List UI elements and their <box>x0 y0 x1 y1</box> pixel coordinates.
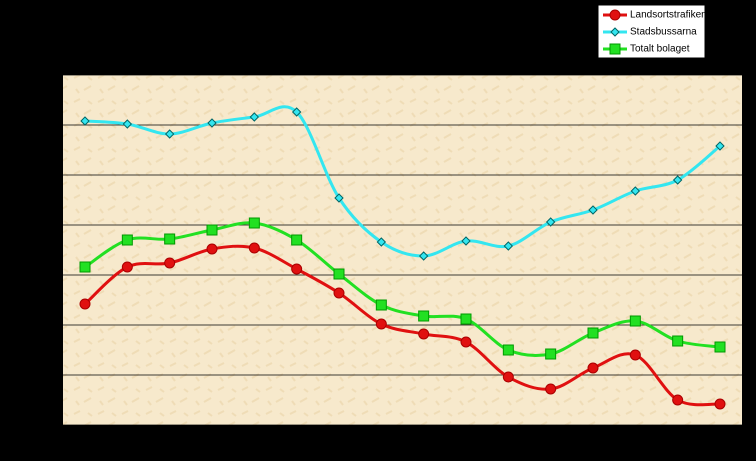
point <box>587 362 599 374</box>
legend-label: Stadsbussarna <box>630 27 697 38</box>
point <box>333 287 345 299</box>
point <box>376 237 387 247</box>
point <box>248 217 260 229</box>
legend-label: Totalt bolaget <box>630 44 690 55</box>
point <box>207 118 217 128</box>
point <box>502 344 514 356</box>
point <box>291 263 303 275</box>
point <box>545 383 557 395</box>
point <box>206 224 218 236</box>
point <box>375 318 387 330</box>
point <box>375 299 387 311</box>
point <box>291 107 302 117</box>
point <box>545 217 556 227</box>
point <box>79 298 91 310</box>
point <box>418 251 429 261</box>
point <box>672 394 684 406</box>
point <box>609 9 621 21</box>
point <box>715 141 725 151</box>
point <box>610 27 620 37</box>
point <box>418 310 430 322</box>
series <box>79 242 726 410</box>
point <box>672 175 683 185</box>
plot-area <box>63 75 742 425</box>
legend-label: Landsortstrafiken <box>630 10 707 21</box>
line <box>84 221 721 358</box>
point <box>545 348 557 360</box>
point <box>630 186 641 196</box>
point <box>460 313 472 325</box>
point <box>609 43 621 55</box>
point <box>164 233 176 245</box>
series <box>79 217 726 360</box>
point <box>121 261 133 273</box>
point <box>291 234 303 246</box>
line <box>84 105 721 258</box>
point <box>502 371 514 383</box>
point <box>79 261 91 273</box>
point <box>629 315 641 327</box>
point <box>121 234 133 246</box>
point <box>164 129 175 139</box>
point <box>80 116 90 126</box>
point <box>418 328 430 340</box>
point <box>248 242 260 254</box>
point <box>587 327 599 339</box>
point <box>588 205 598 215</box>
point <box>334 193 344 203</box>
point <box>503 241 514 251</box>
series <box>80 105 725 261</box>
point <box>333 268 345 280</box>
point <box>461 236 471 246</box>
point <box>164 257 176 269</box>
point <box>249 112 260 122</box>
point <box>629 349 641 361</box>
point <box>122 119 133 129</box>
line <box>83 244 721 407</box>
point <box>714 341 726 353</box>
point <box>714 398 726 410</box>
point <box>672 335 684 347</box>
point <box>460 336 472 348</box>
point <box>206 243 218 255</box>
